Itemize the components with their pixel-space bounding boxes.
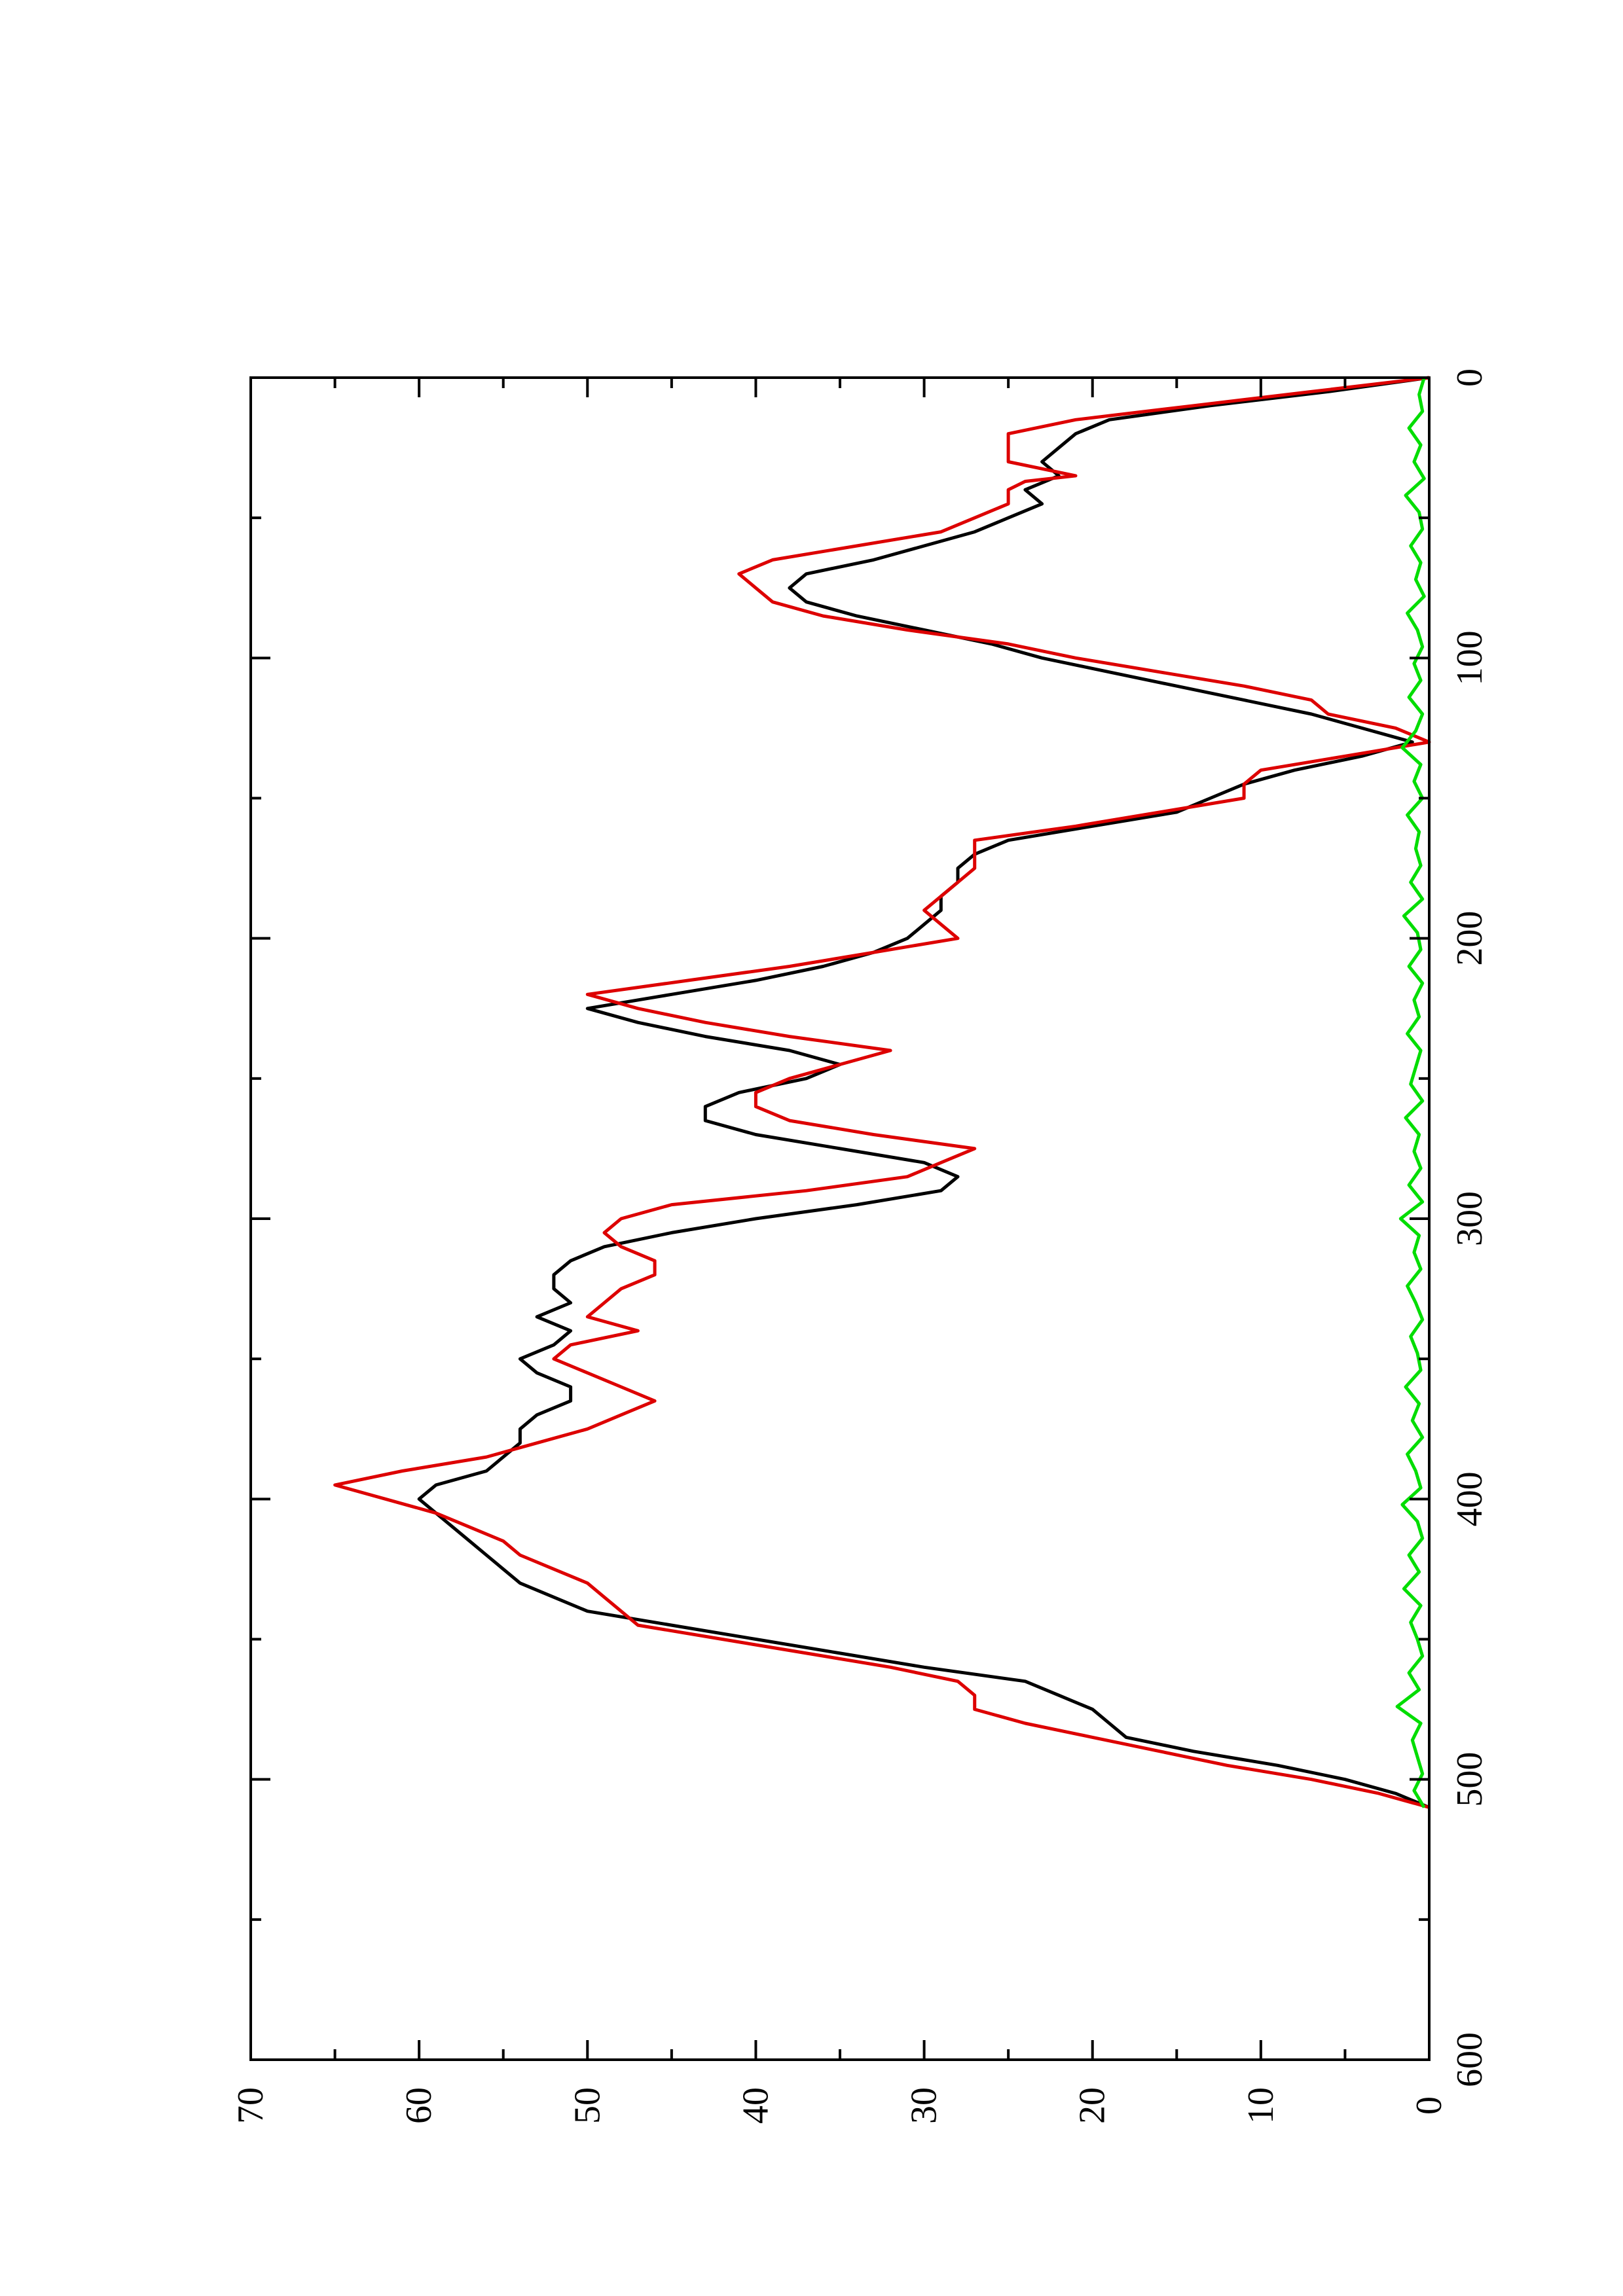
y-tick-label: 20 [1072, 2087, 1113, 2124]
series-line-3 [1395, 377, 1426, 1808]
x-tick-label: 100 [1450, 630, 1490, 685]
series-line-1 [417, 376, 1430, 1809]
y-tick-label: 0 [1409, 2096, 1450, 2115]
y-tick-label: 30 [904, 2087, 945, 2124]
y-tick-label: 60 [399, 2087, 439, 2124]
y-tick-label: 50 [567, 2087, 608, 2124]
x-tick-label: 500 [1450, 1752, 1490, 1807]
y-tick-label: 40 [735, 2087, 776, 2124]
x-tick-label: 300 [1450, 1191, 1490, 1246]
x-tick-label: 200 [1450, 911, 1490, 966]
y-tick-label: 70 [230, 2087, 271, 2124]
series-line-2 [333, 376, 1431, 1809]
axis-ticks [249, 376, 1431, 2061]
y-tick-label: 10 [1241, 2087, 1281, 2124]
plot-frame [249, 376, 1431, 2061]
plot-area [333, 376, 1431, 1809]
x-tick-label: 400 [1450, 1471, 1490, 1526]
x-tick-label: 0 [1450, 368, 1490, 387]
x-tick-label: 600 [1450, 2032, 1490, 2087]
